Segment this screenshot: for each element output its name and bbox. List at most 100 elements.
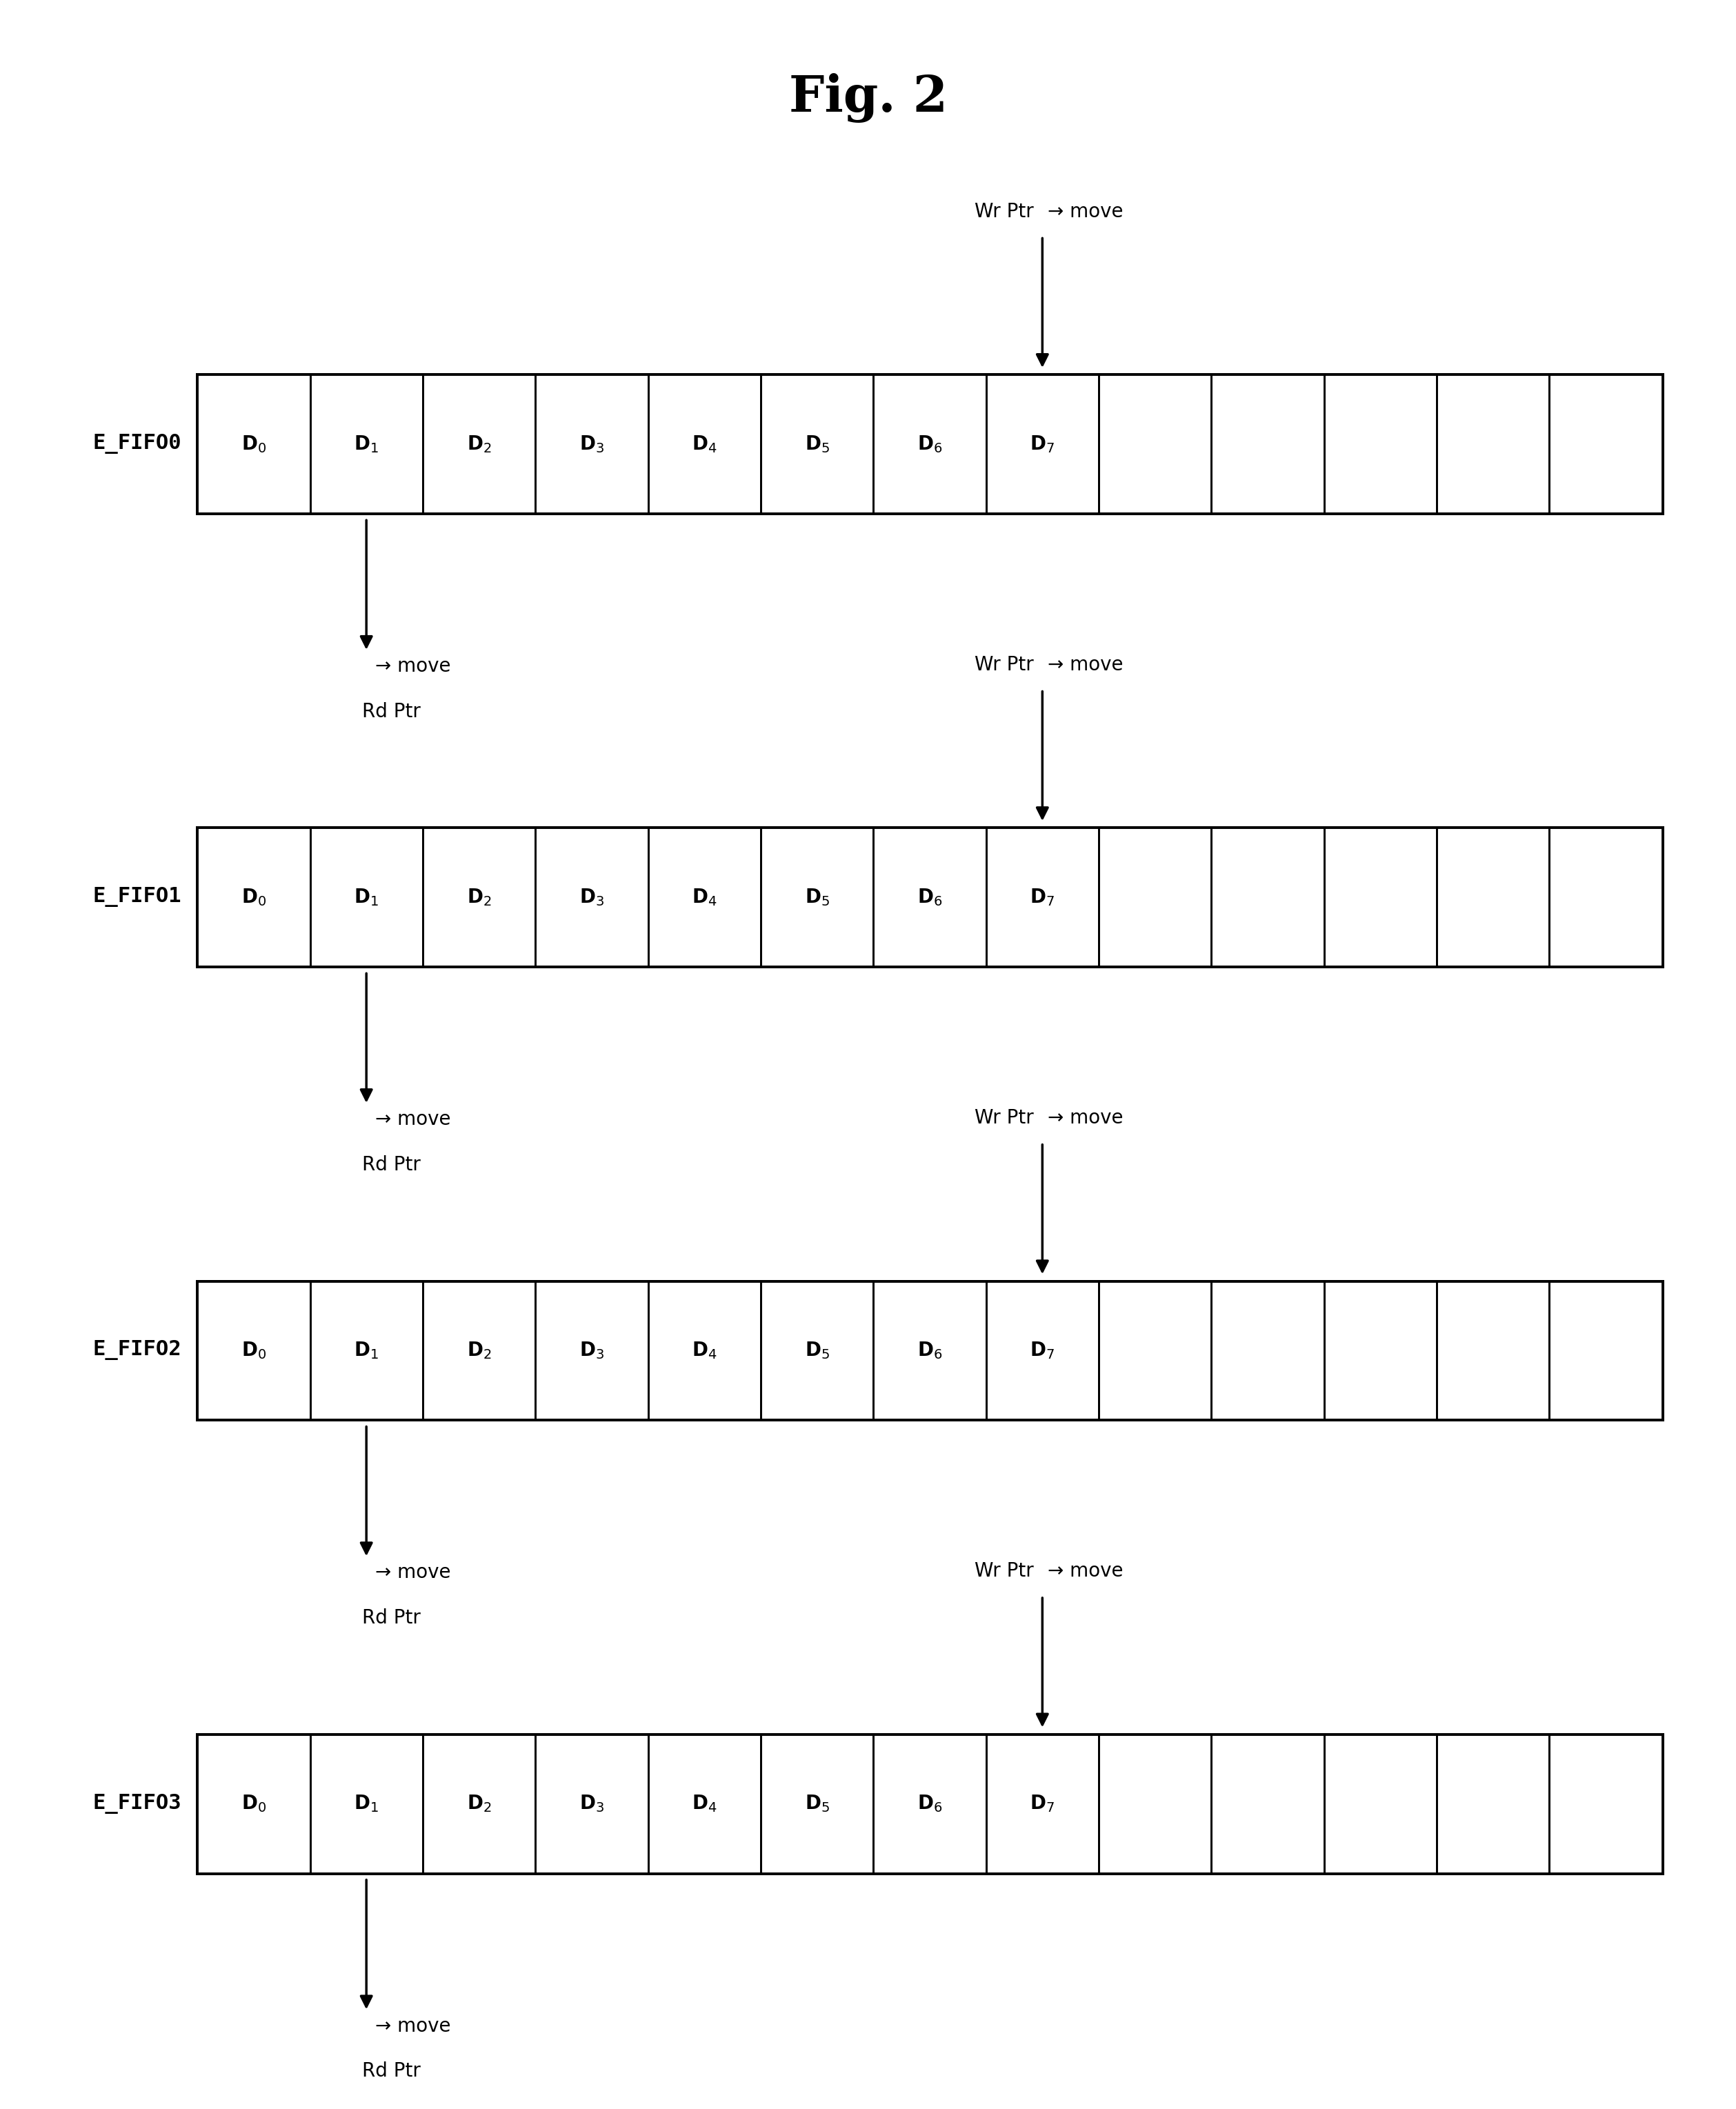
Bar — [760, 1280, 873, 1419]
Bar — [760, 375, 873, 512]
Bar — [535, 829, 648, 966]
Text: $\mathbf{D}_{2}$: $\mathbf{D}_{2}$ — [467, 888, 491, 907]
Bar — [1549, 375, 1661, 512]
Bar — [648, 829, 760, 966]
Bar — [535, 1734, 648, 1873]
Text: $\mathbf{D}_{0}$: $\mathbf{D}_{0}$ — [241, 1339, 266, 1360]
Bar — [986, 829, 1099, 966]
Text: $\mathbf{D}_{0}$: $\mathbf{D}_{0}$ — [241, 1793, 266, 1814]
Bar — [648, 1734, 760, 1873]
Bar — [422, 829, 535, 966]
Bar — [422, 375, 535, 512]
Bar — [198, 375, 1661, 512]
Text: $\mathbf{D}_{2}$: $\mathbf{D}_{2}$ — [467, 1793, 491, 1814]
Bar — [1549, 1734, 1661, 1873]
Bar — [1325, 375, 1437, 512]
Text: $\mathbf{D}_{3}$: $\mathbf{D}_{3}$ — [580, 434, 604, 453]
Bar — [648, 1280, 760, 1419]
Text: $\mathbf{D}_{4}$: $\mathbf{D}_{4}$ — [691, 1339, 717, 1360]
Text: → move: → move — [375, 2016, 450, 2035]
Text: Wr Ptr: Wr Ptr — [974, 202, 1033, 221]
Bar — [198, 1280, 311, 1419]
Text: E_FIFO2: E_FIFO2 — [92, 1341, 181, 1360]
Text: $\mathbf{D}_{2}$: $\mathbf{D}_{2}$ — [467, 1339, 491, 1360]
Text: → move: → move — [375, 656, 450, 677]
Text: → move: → move — [1049, 202, 1123, 221]
Text: $\mathbf{D}_{5}$: $\mathbf{D}_{5}$ — [804, 434, 830, 453]
Bar — [535, 375, 648, 512]
Bar — [873, 1734, 986, 1873]
Text: $\mathbf{D}_{7}$: $\mathbf{D}_{7}$ — [1029, 888, 1055, 907]
Text: Wr Ptr: Wr Ptr — [974, 1107, 1033, 1128]
Bar — [986, 1280, 1099, 1419]
Text: $\mathbf{D}_{1}$: $\mathbf{D}_{1}$ — [354, 1793, 378, 1814]
Text: $\mathbf{D}_{4}$: $\mathbf{D}_{4}$ — [691, 888, 717, 907]
Text: $\mathbf{D}_{6}$: $\mathbf{D}_{6}$ — [917, 1339, 943, 1360]
Bar — [986, 1734, 1099, 1873]
Bar — [198, 1280, 1661, 1419]
Text: Wr Ptr: Wr Ptr — [974, 1561, 1033, 1582]
Text: $\mathbf{D}_{5}$: $\mathbf{D}_{5}$ — [804, 888, 830, 907]
Text: Rd Ptr: Rd Ptr — [363, 1609, 420, 1628]
Text: Rd Ptr: Rd Ptr — [363, 702, 420, 721]
Text: $\mathbf{D}_{4}$: $\mathbf{D}_{4}$ — [691, 1793, 717, 1814]
Text: $\mathbf{D}_{7}$: $\mathbf{D}_{7}$ — [1029, 1339, 1055, 1360]
Bar — [760, 829, 873, 966]
Text: Rd Ptr: Rd Ptr — [363, 2063, 420, 2082]
Text: E_FIFO0: E_FIFO0 — [92, 434, 181, 453]
Bar — [198, 1734, 1661, 1873]
Bar — [1437, 1280, 1549, 1419]
Bar — [422, 1734, 535, 1873]
Bar — [311, 829, 422, 966]
Bar — [422, 1280, 535, 1419]
Bar — [311, 1280, 422, 1419]
Bar — [986, 375, 1099, 512]
Bar — [1212, 1280, 1325, 1419]
Text: $\mathbf{D}_{2}$: $\mathbf{D}_{2}$ — [467, 434, 491, 453]
Text: $\mathbf{D}_{3}$: $\mathbf{D}_{3}$ — [580, 888, 604, 907]
Text: $\mathbf{D}_{6}$: $\mathbf{D}_{6}$ — [917, 888, 943, 907]
Bar — [1437, 375, 1549, 512]
Text: $\mathbf{D}_{0}$: $\mathbf{D}_{0}$ — [241, 434, 266, 453]
Bar — [1437, 829, 1549, 966]
Bar — [1099, 375, 1212, 512]
Bar — [198, 829, 311, 966]
Text: → move: → move — [375, 1563, 450, 1582]
Bar — [1212, 375, 1325, 512]
Bar — [1099, 1734, 1212, 1873]
Text: Fig. 2: Fig. 2 — [788, 74, 948, 122]
Text: $\mathbf{D}_{5}$: $\mathbf{D}_{5}$ — [804, 1793, 830, 1814]
Text: E_FIFO3: E_FIFO3 — [92, 1793, 181, 1814]
Text: $\mathbf{D}_{3}$: $\mathbf{D}_{3}$ — [580, 1793, 604, 1814]
Text: $\mathbf{D}_{0}$: $\mathbf{D}_{0}$ — [241, 888, 266, 907]
Bar — [1325, 1280, 1437, 1419]
Text: $\mathbf{D}_{1}$: $\mathbf{D}_{1}$ — [354, 1339, 378, 1360]
Bar — [648, 375, 760, 512]
Text: → move: → move — [1049, 1107, 1123, 1128]
Text: Rd Ptr: Rd Ptr — [363, 1156, 420, 1175]
Bar — [1099, 829, 1212, 966]
Bar — [311, 375, 422, 512]
Bar — [198, 375, 311, 512]
Text: $\mathbf{D}_{1}$: $\mathbf{D}_{1}$ — [354, 888, 378, 907]
Bar — [198, 1734, 311, 1873]
Text: $\mathbf{D}_{1}$: $\mathbf{D}_{1}$ — [354, 434, 378, 453]
Text: E_FIFO1: E_FIFO1 — [92, 888, 181, 907]
Bar — [535, 1280, 648, 1419]
Bar — [311, 1734, 422, 1873]
Text: $\mathbf{D}_{6}$: $\mathbf{D}_{6}$ — [917, 1793, 943, 1814]
Bar — [1099, 1280, 1212, 1419]
Text: $\mathbf{D}_{5}$: $\mathbf{D}_{5}$ — [804, 1339, 830, 1360]
Bar — [873, 829, 986, 966]
Text: → move: → move — [1049, 1561, 1123, 1582]
Text: $\mathbf{D}_{6}$: $\mathbf{D}_{6}$ — [917, 434, 943, 453]
Text: $\mathbf{D}_{7}$: $\mathbf{D}_{7}$ — [1029, 1793, 1055, 1814]
Text: → move: → move — [375, 1109, 450, 1128]
Bar — [873, 1280, 986, 1419]
Bar — [1549, 1280, 1661, 1419]
Bar — [873, 375, 986, 512]
Bar — [198, 829, 1661, 966]
Text: $\mathbf{D}_{7}$: $\mathbf{D}_{7}$ — [1029, 434, 1055, 453]
Text: $\mathbf{D}_{4}$: $\mathbf{D}_{4}$ — [691, 434, 717, 453]
Bar — [1325, 829, 1437, 966]
